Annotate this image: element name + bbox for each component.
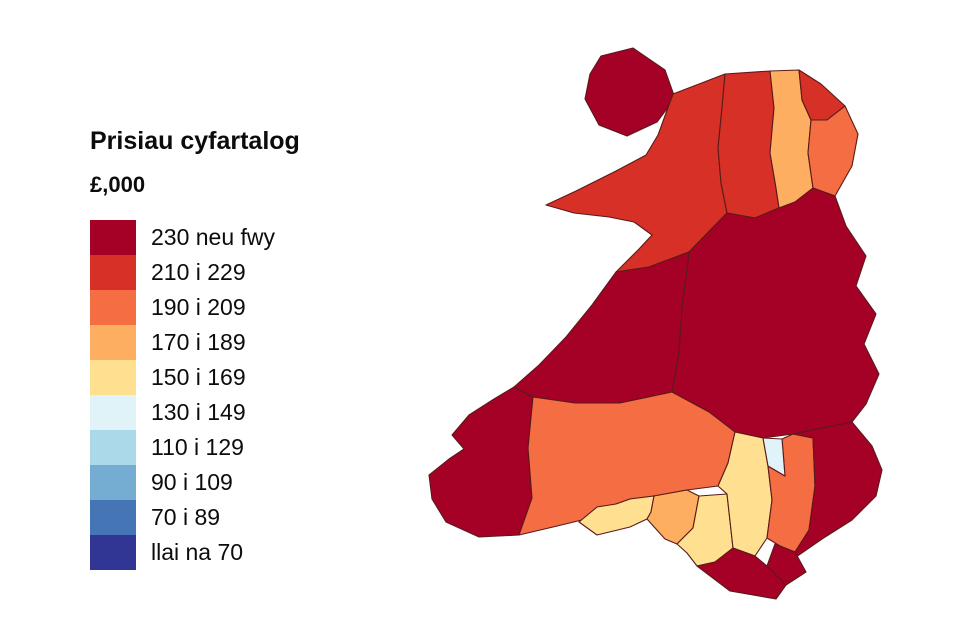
legend-item: 90 i 109: [90, 465, 390, 500]
legend-subtitle: £,000: [90, 172, 146, 197]
legend-swatch-color: [90, 290, 136, 325]
legend: Prisiau cyfartalog £,000 230 neu fwy 210…: [90, 126, 390, 570]
legend-item-label: 170 i 189: [151, 329, 246, 355]
legend-items: 230 neu fwy 210 i 229 190 i 209 170 i 18…: [90, 220, 390, 570]
region-monmouthshire-newport: [792, 421, 883, 558]
legend-swatch: [90, 290, 136, 325]
legend-swatch-color: [90, 465, 136, 500]
legend-swatch: [90, 430, 136, 465]
legend-item-label: 70 i 89: [151, 504, 221, 530]
legend-swatch-color: [90, 360, 136, 395]
legend-swatch: [90, 255, 136, 290]
legend-swatch-color: [90, 325, 136, 360]
legend-item-label: 110 i 129: [151, 434, 244, 460]
legend-swatch-color: [90, 255, 136, 290]
legend-swatch-color: [90, 430, 136, 465]
region-ceredigion: [513, 251, 690, 404]
legend-item-label: llai na 70: [151, 539, 244, 565]
legend-swatch-color: [90, 395, 136, 430]
legend-item: 130 i 149: [90, 395, 390, 430]
region-wrexham: [807, 105, 859, 197]
legend-item: 70 i 89: [90, 500, 390, 535]
legend-item-label: 190 i 209: [151, 294, 246, 320]
legend-item: 190 i 209: [90, 290, 390, 325]
legend-swatch: [90, 360, 136, 395]
legend-item: llai na 70: [90, 535, 390, 570]
legend-swatch: [90, 325, 136, 360]
legend-swatch: [90, 500, 136, 535]
legend-swatch: [90, 395, 136, 430]
legend-swatch: [90, 465, 136, 500]
region-merthyr-tydfil: [762, 437, 786, 477]
wales-choropleth-map: [428, 47, 883, 600]
legend-item: 170 i 189: [90, 325, 390, 360]
region-cardiff: [766, 543, 807, 586]
legend-item: 210 i 229: [90, 255, 390, 290]
legend-item-label: 90 i 109: [151, 469, 233, 495]
legend-swatch-color: [90, 220, 136, 255]
legend-swatch: [90, 535, 136, 570]
legend-swatch-color: [90, 500, 136, 535]
region-anglesey: [584, 47, 676, 137]
legend-swatch: [90, 220, 136, 255]
legend-item: 110 i 129: [90, 430, 390, 465]
legend-item: 230 neu fwy: [90, 220, 390, 255]
legend-item-label: 150 i 169: [151, 364, 246, 390]
legend-item-label: 230 neu fwy: [151, 224, 276, 250]
region-conwy: [717, 70, 780, 219]
legend-item-label: 210 i 229: [151, 259, 246, 285]
region-pembrokeshire: [428, 386, 534, 538]
legend-item-label: 130 i 149: [151, 399, 246, 425]
legend-item: 150 i 169: [90, 360, 390, 395]
region-vale-of-glamorgan: [696, 547, 787, 600]
legend-title: Prisiau cyfartalog: [90, 127, 300, 155]
legend-swatch-color: [90, 535, 136, 570]
